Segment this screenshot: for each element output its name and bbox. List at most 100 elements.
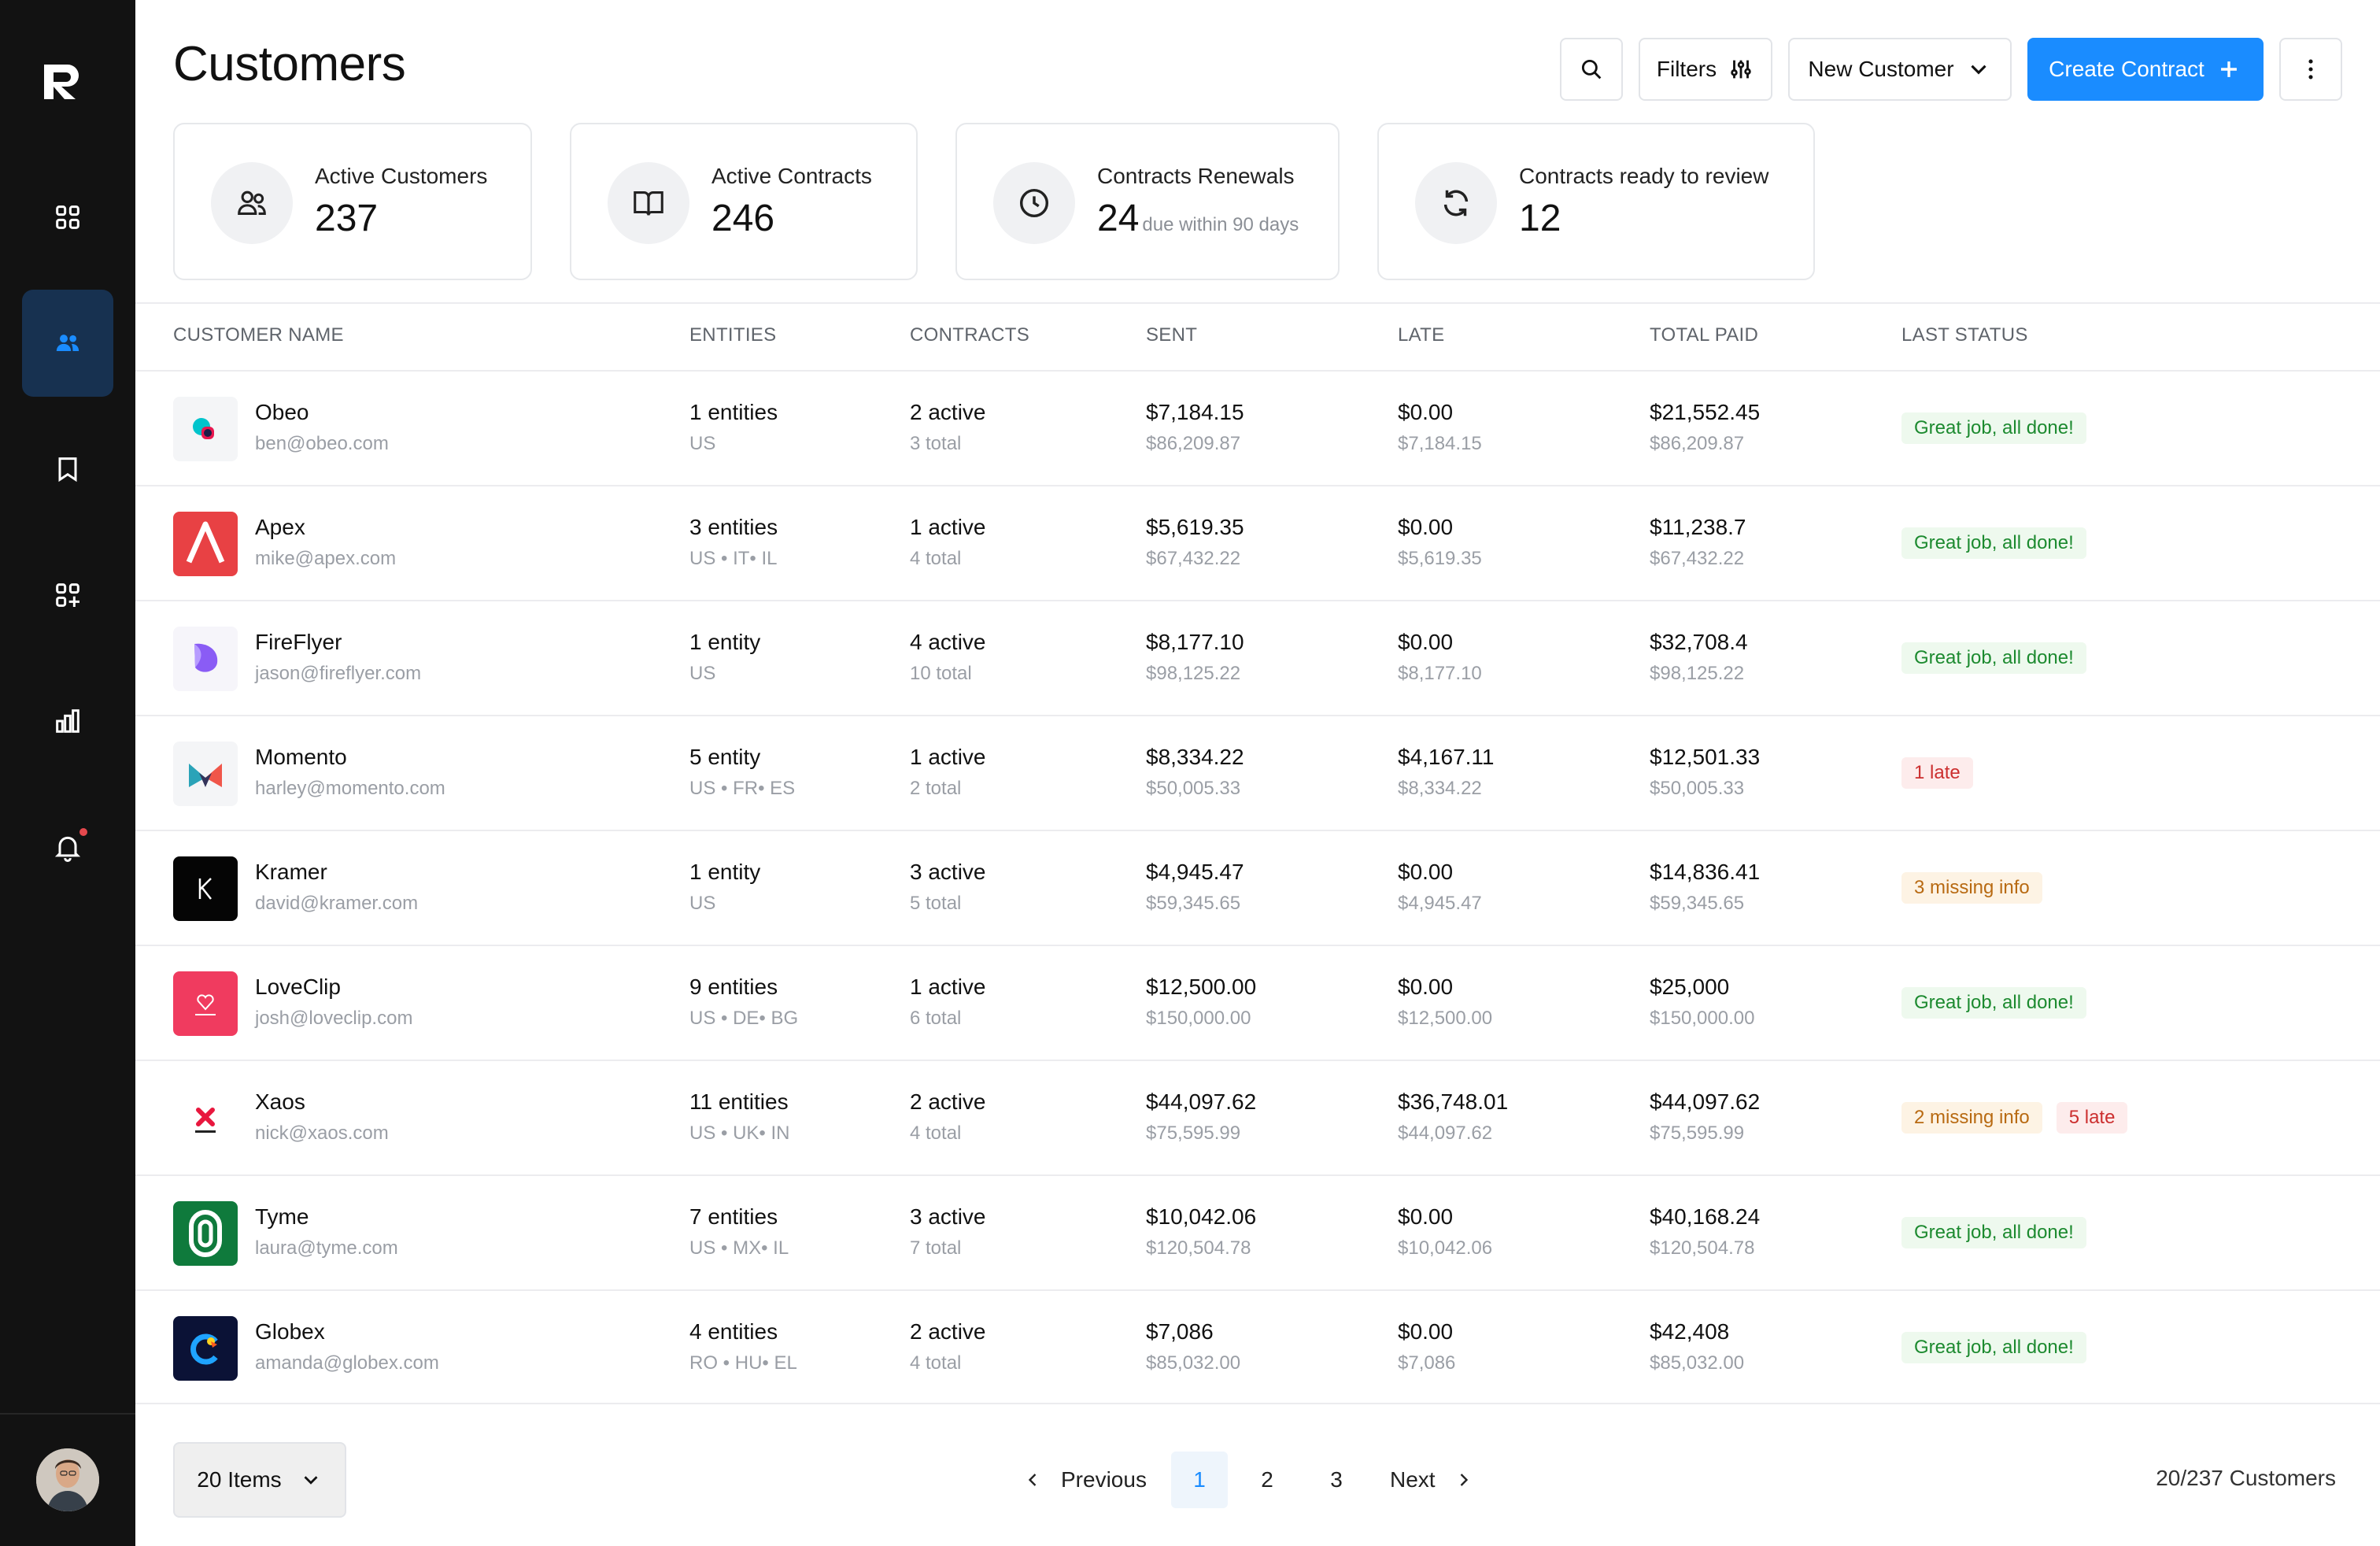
customer-name[interactable]: Tyme — [255, 1204, 309, 1229]
customer-name[interactable]: Kramer — [255, 860, 327, 884]
customer-name[interactable]: Globex — [255, 1319, 325, 1344]
column-header-sent[interactable]: SENT — [1146, 324, 1198, 346]
page-number-3[interactable]: 3 — [1330, 1467, 1343, 1492]
customer-name[interactable]: LoveClip — [255, 975, 341, 999]
page-number-1[interactable]: 1 — [1171, 1452, 1228, 1508]
cell-late-sub: $12,500.00 — [1398, 1008, 1493, 1029]
items-per-page-select[interactable]: 20 Items — [173, 1442, 346, 1518]
create-contract-label: Create Contract — [2049, 57, 2204, 81]
nav-dashboard[interactable] — [22, 164, 113, 271]
status-badges: Great job, all done! — [1901, 987, 2086, 1019]
cell-late-sub: $5,619.35 — [1398, 548, 1482, 569]
cell-late: $0.00 — [1398, 860, 1454, 884]
cell-sent-sub: $98,125.22 — [1146, 663, 1241, 684]
cell-total-paid-sub: $86,209.87 — [1650, 433, 1745, 454]
cell-contracts-sub: 10 total — [910, 663, 972, 684]
cell-contracts-sub: 6 total — [910, 1008, 962, 1029]
plus-icon — [2220, 61, 2237, 77]
cell-entities: 9 entities — [689, 975, 778, 999]
cell-sent-sub: $75,595.99 — [1146, 1123, 1241, 1144]
cell-entities-sub: US • IT• IL — [689, 548, 778, 569]
user-avatar[interactable] — [36, 1448, 99, 1511]
more-options-button[interactable] — [2279, 38, 2342, 101]
customer-name[interactable]: Apex — [255, 515, 305, 539]
table-row[interactable]: Apex mike@apex.com 3 entities US • IT• IL 1 … — [135, 485, 2380, 600]
column-header-entities[interactable]: ENTITIES — [689, 324, 777, 346]
cell-contracts-sub: 3 total — [910, 433, 962, 454]
create-contract-button[interactable]: Create Contract — [2027, 38, 2264, 101]
customer-name[interactable]: Momento — [255, 745, 347, 769]
column-header-total-paid[interactable]: TOTAL PAID — [1650, 324, 1759, 346]
customer-name[interactable]: Obeo — [255, 400, 309, 424]
cell-total-paid-sub: $150,000.00 — [1650, 1008, 1755, 1029]
cell-entities: 11 entities — [689, 1089, 789, 1114]
apps-add-icon — [56, 583, 79, 607]
status-badge: Great job, all done! — [1901, 1332, 2086, 1363]
column-header-customer-name[interactable]: CUSTOMER NAME — [173, 324, 344, 346]
column-header-late[interactable]: LATE — [1398, 324, 1445, 346]
cell-entities-sub: US • UK• IN — [689, 1123, 790, 1144]
nav-reports[interactable] — [22, 668, 113, 775]
cell-late: $0.00 — [1398, 400, 1454, 424]
table-row[interactable]: Globex amanda@globex.com 4 entities RO • HU… — [135, 1289, 2380, 1404]
cell-contracts-sub: 4 total — [910, 1123, 962, 1144]
brand-logo[interactable] — [41, 61, 85, 102]
table-row[interactable]: Xaos nick@xaos.com 11 entities US • UK• IN 2… — [135, 1060, 2380, 1174]
status-badge: Great job, all done! — [1901, 527, 2086, 559]
customer-logo — [173, 1316, 238, 1381]
stat-value: 24 — [1097, 198, 1140, 239]
column-header-last-status[interactable]: LAST STATUS — [1901, 324, 2028, 346]
customer-logo — [173, 971, 238, 1036]
previous-page-button[interactable]: Previous — [1022, 1452, 1147, 1508]
users-icon — [56, 335, 79, 351]
cell-sent: $4,945.47 — [1146, 860, 1244, 884]
column-header-contracts[interactable]: CONTRACTS — [910, 324, 1030, 346]
customer-logo — [173, 397, 238, 461]
chevron-right-icon — [1460, 1474, 1468, 1486]
cell-late-sub: $8,334.22 — [1398, 778, 1482, 799]
status-badges: Great job, all done! — [1901, 642, 2086, 674]
table-row[interactable]: LoveClip josh@loveclip.com 9 entities US • … — [135, 945, 2380, 1060]
status-badge: Great job, all done! — [1901, 987, 2086, 1019]
cell-sent-sub: $85,032.00 — [1146, 1352, 1241, 1374]
customer-name[interactable]: FireFlyer — [255, 630, 342, 654]
page-title: Customers — [173, 37, 406, 91]
customer-name[interactable]: Xaos — [255, 1089, 305, 1114]
table-row[interactable]: Obeo ben@obeo.com 1 entities US 2 active 3 to… — [135, 370, 2380, 485]
nav-apps[interactable] — [22, 542, 113, 649]
next-page-button[interactable]: Next — [1390, 1452, 1475, 1508]
customer-logo — [173, 1086, 238, 1151]
new-customer-dropdown[interactable]: New Customer — [1788, 38, 2012, 101]
status-badges: Great job, all done! — [1901, 527, 2086, 559]
table-row[interactable]: FireFlyer jason@fireflyer.com 1 entity US 4 … — [135, 600, 2380, 715]
search-button[interactable] — [1560, 38, 1623, 101]
customer-email: david@kramer.com — [255, 893, 419, 914]
table-row[interactable]: Momento harley@momento.com 5 entity US • FR… — [135, 715, 2380, 830]
cell-entities-sub: US • FR• ES — [689, 778, 796, 799]
cell-sent: $7,086 — [1146, 1319, 1214, 1344]
status-badge: Great job, all done! — [1901, 642, 2086, 674]
nav-customers[interactable] — [22, 290, 113, 397]
cell-sent: $10,042.06 — [1146, 1204, 1257, 1229]
cell-sent: $8,177.10 — [1146, 630, 1244, 654]
table-row[interactable]: Tyme laura@tyme.com 7 entities US • MX• IL 3… — [135, 1174, 2380, 1289]
cell-total-paid-sub: $85,032.00 — [1650, 1352, 1745, 1374]
cell-entities: 1 entity — [689, 860, 761, 884]
cell-total-paid: $44,097.62 — [1650, 1089, 1761, 1114]
momento-logo — [173, 742, 238, 806]
cell-contracts: 2 active — [910, 1319, 986, 1344]
status-badge: 1 late — [1901, 757, 1973, 789]
nav-notifications[interactable] — [22, 793, 113, 901]
cell-sent-sub: $67,432.22 — [1146, 548, 1241, 569]
fireflyer-logo — [173, 627, 238, 691]
page-number-2[interactable]: 2 — [1261, 1467, 1273, 1492]
stat-sub: due within 90 days — [1142, 214, 1299, 235]
cell-entities-sub: US • DE• BG — [689, 1008, 799, 1029]
nav-contracts[interactable] — [22, 416, 113, 523]
stat-card-active-contracts: Active Contracts 246 — [570, 123, 918, 280]
table-row[interactable]: Kramer david@kramer.com 1 entity US 3 active… — [135, 830, 2380, 945]
stat-card-contracts-renewals: Contracts Renewals 24 due within 90 days — [955, 123, 1340, 280]
filters-button[interactable]: Filters — [1639, 38, 1772, 101]
customer-email: laura@tyme.com — [255, 1237, 398, 1259]
cell-contracts-sub: 2 total — [910, 778, 962, 799]
